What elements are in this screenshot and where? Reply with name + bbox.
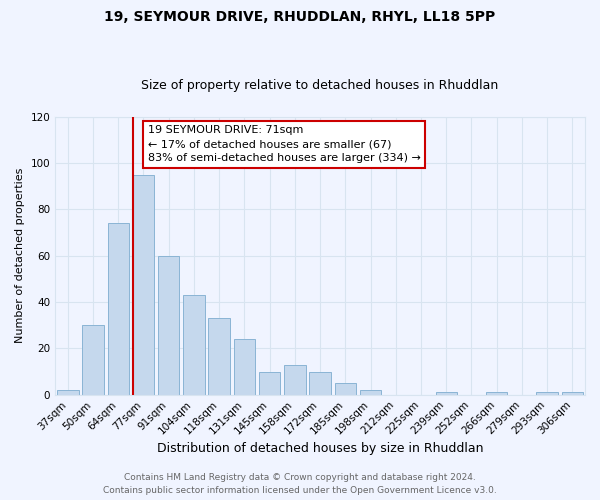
Bar [82,325,104,394]
Bar [284,364,305,394]
X-axis label: Distribution of detached houses by size in Rhuddlan: Distribution of detached houses by size … [157,442,484,455]
Bar [360,390,381,394]
Bar [183,295,205,394]
Bar [562,392,583,394]
Text: 19, SEYMOUR DRIVE, RHUDDLAN, RHYL, LL18 5PP: 19, SEYMOUR DRIVE, RHUDDLAN, RHYL, LL18 … [104,10,496,24]
Text: 19 SEYMOUR DRIVE: 71sqm
← 17% of detached houses are smaller (67)
83% of semi-de: 19 SEYMOUR DRIVE: 71sqm ← 17% of detache… [148,125,421,163]
Bar [133,174,154,394]
Y-axis label: Number of detached properties: Number of detached properties [15,168,25,344]
Bar [310,372,331,394]
Bar [536,392,558,394]
Title: Size of property relative to detached houses in Rhuddlan: Size of property relative to detached ho… [142,79,499,92]
Bar [486,392,508,394]
Bar [158,256,179,394]
Bar [335,383,356,394]
Bar [259,372,280,394]
Bar [436,392,457,394]
Bar [57,390,79,394]
Bar [107,224,129,394]
Bar [233,339,255,394]
Text: Contains HM Land Registry data © Crown copyright and database right 2024.
Contai: Contains HM Land Registry data © Crown c… [103,474,497,495]
Bar [208,318,230,394]
